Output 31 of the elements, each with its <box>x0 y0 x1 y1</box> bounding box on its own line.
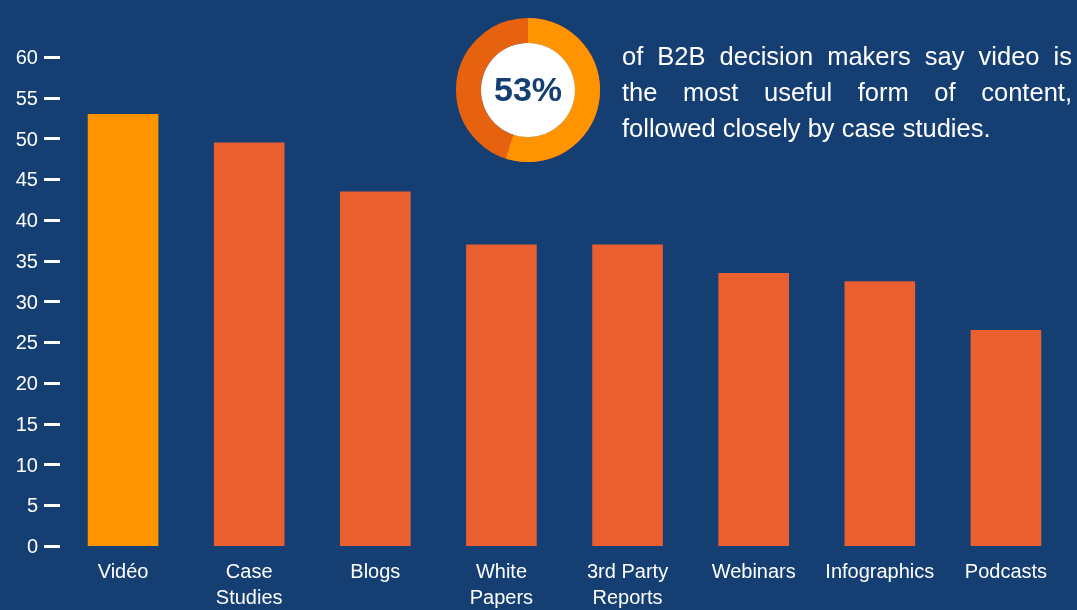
x-tick-label: Podcasts <box>964 560 1048 582</box>
annotation: of B2B decision makers say video is the most useful form of content, followed closely by case studies. <box>622 41 1072 144</box>
bar <box>213 142 285 546</box>
x-tick-label: Webinars <box>711 560 796 582</box>
y-tick-label: 30 <box>15 290 38 313</box>
y-tick-label: 10 <box>15 453 38 476</box>
y-tick-label: 40 <box>15 209 38 231</box>
y-tick-label: 0 <box>26 535 38 557</box>
y-tick-label: 20 <box>15 372 38 394</box>
y-tick-label: 5 <box>26 494 38 517</box>
bar <box>718 272 789 546</box>
bar <box>592 244 663 546</box>
annotation: 53% <box>492 70 564 109</box>
y-tick-label: 55 <box>15 86 38 109</box>
y-tick-label: 25 <box>15 331 38 354</box>
y-tick-label: 45 <box>15 168 38 191</box>
x-tick-label: Blogs <box>350 560 401 582</box>
y-tick-label: 15 <box>15 412 38 435</box>
bar <box>466 244 537 546</box>
y-tick-label: 50 <box>15 127 38 150</box>
y-tick-label: 60 <box>15 46 38 68</box>
bar <box>87 114 159 546</box>
bar <box>970 330 1042 546</box>
bar <box>340 191 411 546</box>
bar <box>844 281 916 546</box>
x-tick-label: 3rd Party Reports <box>586 560 669 608</box>
x-tick-label: Case Studies <box>215 560 283 608</box>
x-tick-label: Infographics <box>825 560 935 582</box>
x-tick-label: White Papers <box>469 560 534 608</box>
y-tick-label: 35 <box>15 249 38 272</box>
x-tick-label: Vidéo <box>97 560 149 582</box>
